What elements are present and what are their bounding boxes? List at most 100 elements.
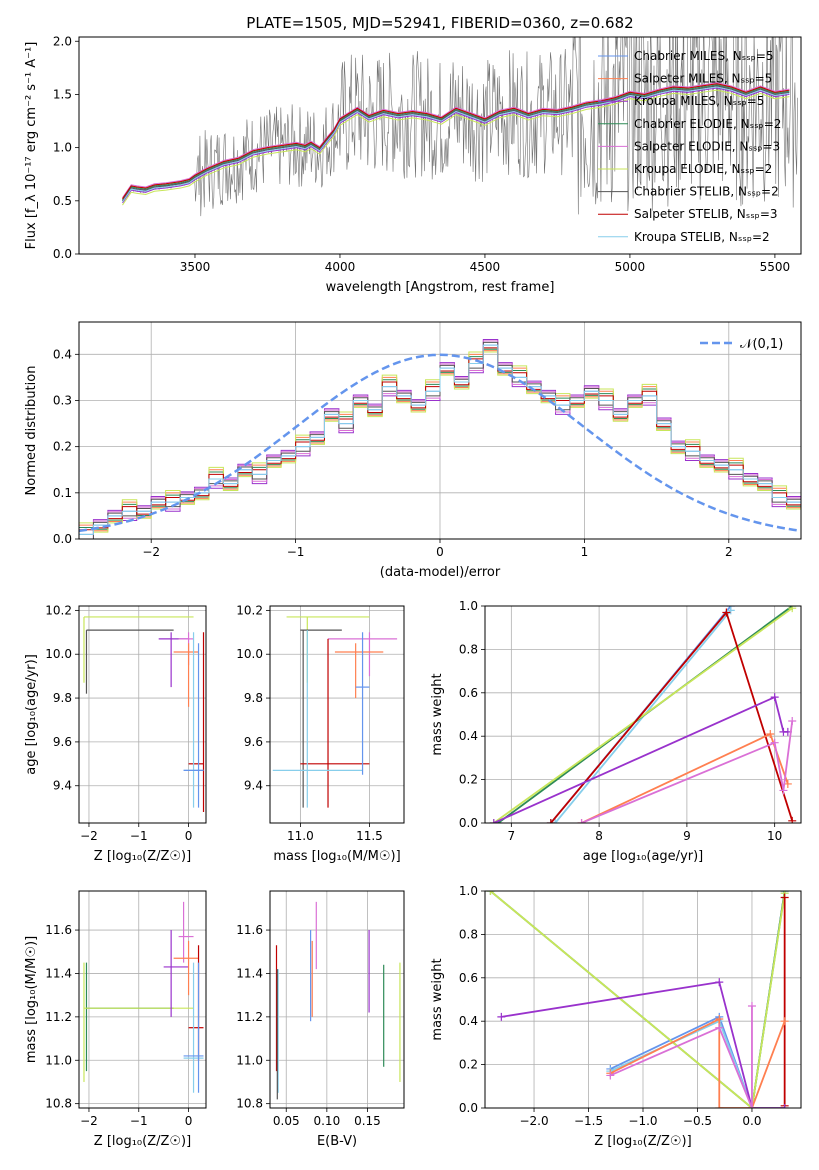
y-tick-label: 11.2 bbox=[236, 1010, 263, 1024]
weight-marker bbox=[715, 1015, 724, 1024]
x-axis-label: age [log₁₀(age/yr)] bbox=[583, 849, 704, 864]
x-axis-label: E(B-V) bbox=[317, 1134, 357, 1149]
y-axis-label: mass [log₁₀(M/M☉)] bbox=[24, 936, 39, 1063]
y-tick-label: 9.6 bbox=[53, 735, 72, 749]
x-tick-label: −2 bbox=[80, 1114, 98, 1128]
x-tick-label: 0.05 bbox=[273, 1114, 300, 1128]
legend-label: Salpeter MILES, Nₛₛₚ=5 bbox=[634, 72, 772, 86]
y-tick-label: 11.0 bbox=[45, 1053, 72, 1067]
weight-line bbox=[489, 891, 786, 1108]
weight-marker bbox=[722, 608, 731, 617]
chart-residuals: −2 −1 0 1 2 0.0 0.1 0.2 0.3 0.4 (data-model)/error… bbox=[24, 321, 802, 580]
weight-marker bbox=[486, 891, 495, 895]
y-tick-label: 0.4 bbox=[53, 347, 72, 361]
weight-marker bbox=[546, 819, 555, 823]
x-tick-label: −2 bbox=[142, 545, 160, 559]
chart-mass-vs-ebv: 0.05 0.10 0.15 10.8 11.0 11.2 11.4 11.6 E(B-V) bbox=[236, 890, 405, 1149]
y-tick-label: 1.0 bbox=[459, 884, 478, 898]
axes-frame bbox=[78, 321, 802, 540]
histogram-step bbox=[79, 351, 801, 533]
x-axis-label: (data-model)/error bbox=[380, 565, 501, 580]
x-tick-label: −1 bbox=[130, 829, 148, 843]
histogram-step bbox=[79, 339, 801, 539]
y-tick-label: 0.0 bbox=[459, 1101, 478, 1115]
legend-label: Chabrier MILES, Nₛₛₚ=5 bbox=[634, 49, 774, 63]
x-tick-label: 7 bbox=[508, 829, 516, 843]
model-line bbox=[122, 83, 790, 199]
plot-area bbox=[486, 891, 789, 1108]
axes-frame bbox=[269, 890, 405, 1109]
y-axis-label: mass weight bbox=[430, 673, 445, 755]
y-tick-label: 9.4 bbox=[53, 779, 72, 793]
x-axis-label: Z [log₁₀(Z/Z☉)] bbox=[94, 849, 191, 864]
weight-marker bbox=[747, 1002, 756, 1011]
gaussian-curve bbox=[79, 353, 801, 533]
legend-label: Salpeter STELIB, Nₛₛₚ=3 bbox=[634, 207, 778, 221]
y-axis-label: Flux [f_λ 10⁻¹⁷ erg cm⁻² s⁻¹ A⁻¹] bbox=[24, 42, 39, 250]
x-tick-label: 0 bbox=[185, 829, 193, 843]
histogram-step bbox=[79, 350, 801, 532]
x-tick-label: −0.5 bbox=[683, 1114, 712, 1128]
y-tick-label: 0.1 bbox=[53, 486, 72, 500]
histogram-step bbox=[79, 341, 801, 539]
weight-marker bbox=[715, 978, 724, 987]
chart-spectrum: 3500 4000 4500 5000 5500 0.0 0.5 1.0 1.5 2.0 wavel… bbox=[24, 34, 802, 295]
x-tick-label: 0 bbox=[436, 545, 444, 559]
x-tick-label: 5000 bbox=[615, 260, 646, 274]
chart-mass-vs-Z: −2 −1 0 10.8 11.0 11.2 11.4 11.6 Z [log₁₀(Z/Z☉)]… bbox=[24, 890, 207, 1149]
chart-age-vs-Z: −2 −1 0 9.4 9.6 9.8 10.0 10.2 Z [log₁₀(Z/Z☉)] age… bbox=[24, 603, 207, 864]
y-tick-label: 11.6 bbox=[236, 923, 263, 937]
y-tick-label: 10.8 bbox=[45, 1097, 72, 1111]
y-tick-label: 11.6 bbox=[45, 923, 72, 937]
plot-area bbox=[79, 339, 801, 539]
model-line bbox=[122, 87, 790, 204]
y-tick-label: 11.4 bbox=[45, 966, 72, 980]
axes-frame bbox=[78, 36, 802, 255]
histogram-step bbox=[79, 344, 801, 535]
x-tick-label: 2 bbox=[725, 545, 733, 559]
x-axis-label: Z [log₁₀(Z/Z☉)] bbox=[94, 1134, 191, 1149]
weight-marker bbox=[726, 606, 735, 615]
weight-marker bbox=[489, 819, 498, 823]
weight-marker bbox=[715, 1104, 724, 1108]
weight-marker bbox=[551, 819, 560, 823]
x-tick-label: 4500 bbox=[470, 260, 501, 274]
y-tick-label: 9.8 bbox=[53, 691, 72, 705]
y-axis-label: mass weight bbox=[430, 958, 445, 1040]
model-line bbox=[122, 82, 790, 198]
y-tick-label: 1.0 bbox=[459, 599, 478, 613]
y-tick-label: 10.8 bbox=[236, 1097, 263, 1111]
plot-area bbox=[122, 37, 798, 217]
weight-marker bbox=[780, 1104, 789, 1108]
y-tick-label: 0.4 bbox=[459, 1014, 478, 1028]
weight-line bbox=[493, 607, 793, 823]
x-tick-label: 9 bbox=[683, 829, 691, 843]
weight-line bbox=[501, 981, 785, 1108]
x-tick-label: 5500 bbox=[760, 260, 791, 274]
weight-line bbox=[550, 610, 794, 823]
x-tick-label: 0 bbox=[185, 1114, 193, 1128]
weight-marker bbox=[715, 1023, 724, 1032]
weight-line bbox=[609, 1017, 786, 1108]
legend-label: Chabrier STELIB, Nₛₛₚ=2 bbox=[634, 185, 779, 199]
y-tick-label: 10.2 bbox=[236, 603, 263, 617]
y-tick-label: 1.0 bbox=[53, 141, 72, 155]
y-tick-label: 0.5 bbox=[53, 194, 72, 208]
x-tick-label: −1.5 bbox=[574, 1114, 603, 1128]
weight-marker bbox=[497, 1012, 506, 1021]
x-tick-label: 0.15 bbox=[354, 1114, 381, 1128]
data-spectrum bbox=[122, 37, 798, 217]
plot-area bbox=[83, 901, 204, 1093]
y-tick-label: 10.2 bbox=[45, 603, 72, 617]
weight-marker bbox=[779, 786, 788, 795]
x-tick-label: 8 bbox=[595, 829, 603, 843]
y-tick-label: 2.0 bbox=[53, 34, 72, 48]
chart-age-vs-mass: 11.0 11.5 9.4 9.6 9.8 10.0 10.2 mass [log₁₀(M/M… bbox=[236, 603, 405, 864]
plot-area bbox=[489, 606, 797, 823]
chart-weight-vs-age: 7 8 9 10 0.0 0.2 0.4 0.6 0.8 1.0 age [log₁₀(age/yr… bbox=[430, 599, 802, 864]
x-axis-label: mass [log₁₀(M/M☉)] bbox=[273, 849, 400, 864]
x-tick-label: −1 bbox=[130, 1114, 148, 1128]
y-tick-label: 0.8 bbox=[459, 927, 478, 941]
y-tick-label: 10.0 bbox=[236, 647, 263, 661]
